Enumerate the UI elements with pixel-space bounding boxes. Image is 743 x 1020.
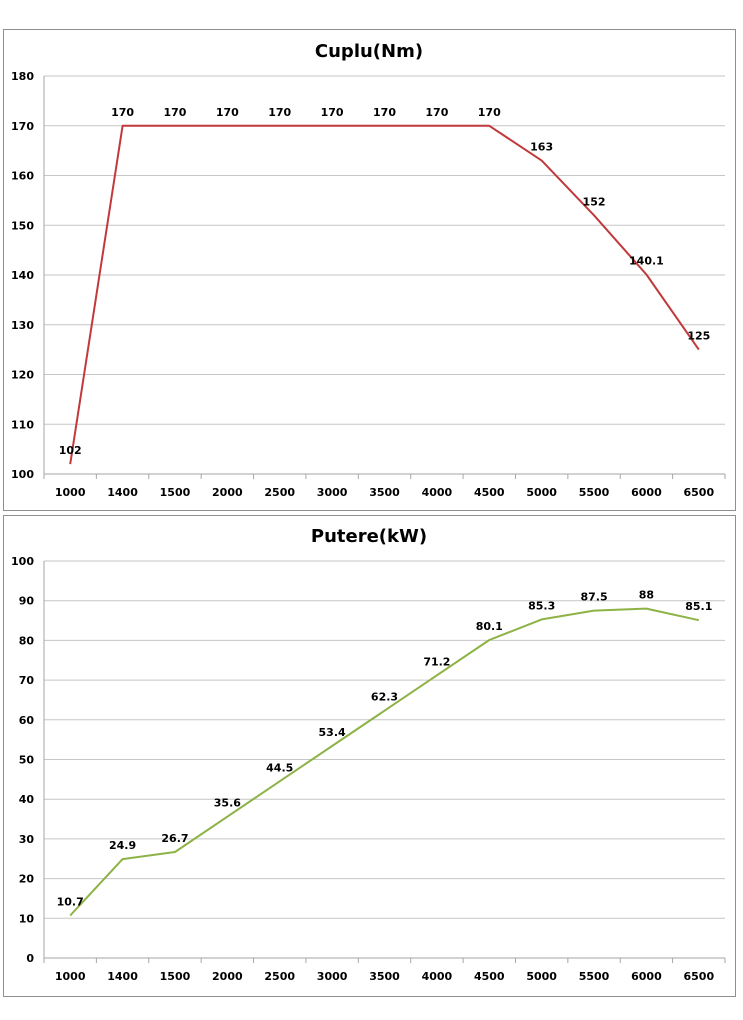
- power-y-tick-label: 10: [19, 912, 35, 925]
- torque-data-label: 163: [530, 141, 553, 154]
- power-y-tick-label: 50: [19, 754, 35, 767]
- power-y-tick-label: 80: [19, 634, 35, 647]
- power-data-label: 88: [639, 589, 654, 602]
- torque-chart-panel: [3, 29, 736, 511]
- torque-x-tick-label: 3500: [369, 486, 400, 499]
- power-x-tick-label: 5000: [526, 970, 557, 983]
- torque-x-tick-label: 2500: [264, 486, 295, 499]
- power-y-tick-label: 100: [11, 555, 34, 568]
- power-y-tick-label: 30: [19, 833, 35, 846]
- torque-data-label: 102: [59, 444, 82, 457]
- torque-x-tick-label: 5500: [579, 486, 610, 499]
- torque-y-tick-label: 170: [11, 120, 34, 133]
- torque-x-tick-label: 6500: [683, 486, 714, 499]
- power-x-tick-label: 2500: [264, 970, 295, 983]
- torque-y-tick-label: 160: [11, 170, 34, 183]
- power-data-label: 26.7: [161, 832, 188, 845]
- torque-x-tick-label: 1400: [107, 486, 138, 499]
- torque-y-tick-label: 130: [11, 319, 34, 332]
- torque-data-label: 170: [268, 106, 291, 119]
- power-x-tick-label: 6500: [683, 970, 714, 983]
- power-data-label: 80.1: [476, 620, 503, 633]
- power-data-label: 85.3: [528, 599, 555, 612]
- power-x-tick-label: 3000: [317, 970, 348, 983]
- torque-x-tick-label: 2000: [212, 486, 243, 499]
- torque-y-tick-label: 110: [11, 418, 34, 431]
- torque-x-tick-label: 3000: [317, 486, 348, 499]
- power-y-tick-label: 0: [26, 952, 34, 965]
- power-y-tick-label: 40: [19, 793, 35, 806]
- torque-series-line: [69, 124, 700, 465]
- power-x-tick-label: 1400: [107, 970, 138, 983]
- power-data-label: 62.3: [371, 691, 398, 704]
- power-data-label: 10.7: [57, 896, 84, 909]
- torque-data-label: 170: [321, 106, 344, 119]
- torque-y-tick-label: 150: [11, 219, 34, 232]
- torque-x-tick-label: 5000: [526, 486, 557, 499]
- power-data-label: 85.1: [685, 600, 712, 613]
- power-data-label: 87.5: [580, 591, 607, 604]
- power-y-tick-label: 90: [19, 595, 35, 608]
- power-x-tick-label: 3500: [369, 970, 400, 983]
- torque-y-tick-label: 180: [11, 70, 34, 83]
- torque-chart: Cuplu(Nm) 100 110 120 130 140 150 160 170 180 100…: [11, 41, 726, 499]
- torque-y-tick-label: 100: [11, 468, 34, 481]
- power-x-tick-label: 5500: [579, 970, 610, 983]
- power-data-label: 44.5: [266, 761, 293, 774]
- power-data-label: 35.6: [214, 797, 241, 810]
- torque-data-label: 140.1: [629, 255, 664, 268]
- power-x-tick-label: 4500: [474, 970, 505, 983]
- torque-y-tick-label: 120: [11, 369, 34, 382]
- power-chart-title: Putere(kW): [311, 526, 427, 547]
- power-x-tick-label: 6000: [631, 970, 662, 983]
- power-x-tick-label: 2000: [212, 970, 243, 983]
- power-x-tick-label: 4000: [422, 970, 453, 983]
- power-y-tick-label: 60: [19, 714, 35, 727]
- power-x-tick-label: 1000: [55, 970, 86, 983]
- torque-data-label: 170: [216, 106, 239, 119]
- torque-chart-title: Cuplu(Nm): [315, 41, 423, 62]
- power-y-tick-label: 20: [19, 873, 35, 886]
- torque-x-tick-label: 4000: [422, 486, 453, 499]
- power-x-tick-label: 1500: [160, 970, 191, 983]
- torque-data-label: 170: [373, 106, 396, 119]
- torque-data-label: 170: [425, 106, 448, 119]
- power-chart: Putere(kW) 0 10 20 30 40 50 60 70 80 90 100 1000 140…: [11, 526, 726, 983]
- torque-y-tick-label: 140: [11, 269, 34, 282]
- power-series-line: [69, 607, 700, 917]
- torque-data-label: 170: [163, 106, 186, 119]
- power-chart-panel: [3, 515, 736, 997]
- torque-data-label: 152: [583, 195, 606, 208]
- torque-data-label: 125: [687, 330, 710, 343]
- torque-x-tick-label: 6000: [631, 486, 662, 499]
- power-data-label: 24.9: [109, 839, 136, 852]
- torque-data-label: 170: [478, 106, 501, 119]
- torque-data-label: 170: [111, 106, 134, 119]
- power-y-tick-label: 70: [19, 674, 35, 687]
- torque-x-tick-label: 1500: [160, 486, 191, 499]
- power-data-label: 71.2: [423, 655, 450, 668]
- torque-x-tick-label: 1000: [55, 486, 86, 499]
- torque-x-tick-label: 4500: [474, 486, 505, 499]
- power-data-label: 53.4: [319, 726, 346, 739]
